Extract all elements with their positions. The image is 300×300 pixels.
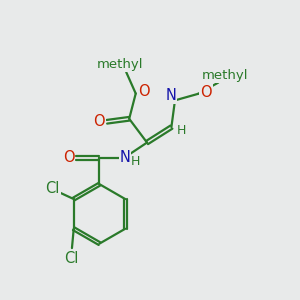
Text: N: N: [165, 88, 176, 103]
Text: O: O: [138, 84, 149, 99]
Text: O: O: [63, 150, 74, 165]
Text: Cl: Cl: [64, 251, 79, 266]
Text: H: H: [131, 155, 140, 168]
Text: O: O: [200, 85, 212, 100]
Text: H: H: [177, 124, 186, 136]
Text: methyl: methyl: [202, 70, 248, 83]
Text: O: O: [93, 114, 105, 129]
Text: Cl: Cl: [45, 181, 59, 196]
Text: N: N: [120, 150, 130, 165]
Text: methyl: methyl: [97, 58, 143, 71]
